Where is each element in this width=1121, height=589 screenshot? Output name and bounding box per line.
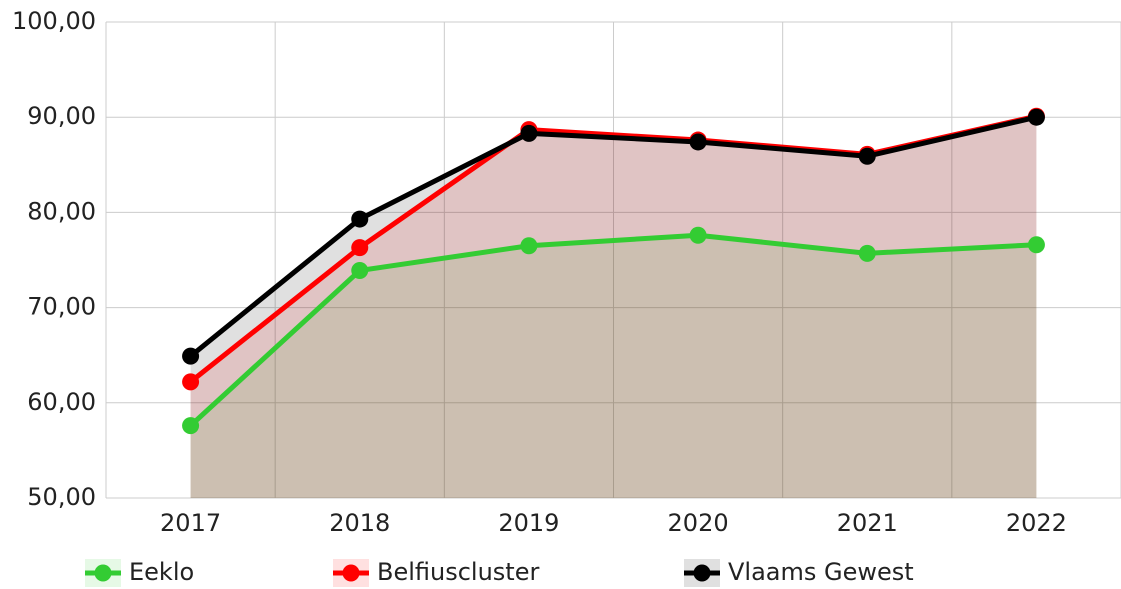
y-tick-label: 50,00: [27, 483, 96, 511]
y-tick-label: 80,00: [27, 197, 96, 225]
legend-label: Belfiuscluster: [377, 558, 539, 586]
legend-label: Vlaams Gewest: [728, 558, 914, 586]
x-tick-label: 2017: [160, 509, 221, 537]
legend-label: Eeklo: [129, 558, 194, 586]
point: [858, 147, 876, 165]
x-tick-label: 2022: [1006, 509, 1067, 537]
y-tick-label: 70,00: [27, 293, 96, 321]
series-area: [190, 116, 1037, 499]
point: [1027, 108, 1045, 126]
point: [858, 244, 876, 262]
series-line: [189, 114, 1037, 359]
y-tick-label: 90,00: [27, 102, 96, 130]
x-tick-label: 2020: [668, 509, 729, 537]
legend-marker: [693, 564, 711, 582]
y-tick-label: 60,00: [27, 388, 96, 416]
point: [1027, 236, 1045, 254]
series-line: [188, 232, 1037, 428]
x-tick-label: 2019: [498, 509, 559, 537]
point: [689, 133, 707, 151]
x-tick-label: 2018: [329, 509, 390, 537]
point: [351, 210, 369, 228]
point: [520, 237, 538, 255]
y-tick-label: 100,00: [12, 7, 96, 35]
point: [182, 347, 200, 365]
x-tick-label: 2021: [837, 509, 898, 537]
series-area: [190, 235, 1037, 499]
point: [351, 261, 369, 279]
point: [689, 226, 707, 244]
point: [182, 373, 200, 391]
legend-marker: [94, 564, 112, 582]
point: [182, 417, 200, 435]
legend-marker: [342, 564, 360, 582]
point: [351, 239, 369, 257]
point: [520, 124, 538, 142]
series-area: [190, 117, 1037, 498]
